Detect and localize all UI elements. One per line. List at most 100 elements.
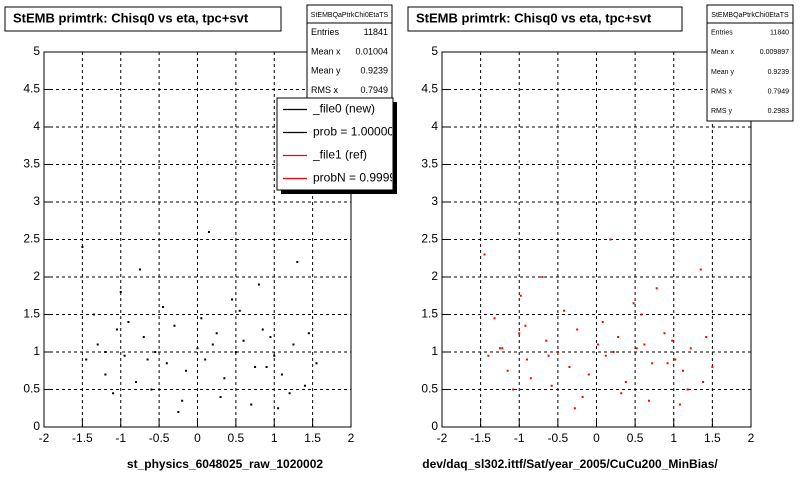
y-tick-label: 0 (33, 419, 40, 433)
point (123, 354, 126, 357)
point (671, 339, 674, 342)
title-box (4, 6, 282, 32)
point (587, 373, 590, 376)
point (104, 373, 107, 376)
point (265, 366, 268, 368)
point (261, 328, 264, 331)
point (506, 369, 509, 372)
point (601, 321, 604, 323)
y-tick-label: 5 (33, 44, 40, 58)
point (269, 336, 272, 338)
y-tick-label: 5 (431, 44, 438, 58)
y-tick-label: 0.5 (23, 382, 40, 396)
stats-label: RMS x (711, 88, 733, 95)
point (223, 377, 226, 380)
point (184, 369, 187, 372)
stats-value: 0.01004 (355, 46, 388, 56)
stats-value: 0.7949 (768, 88, 790, 95)
x-tick-label: 0 (593, 431, 600, 445)
point (112, 392, 115, 395)
plot-frame (441, 51, 752, 428)
point (115, 328, 118, 331)
stats-label: RMS y (711, 108, 733, 115)
point (705, 336, 708, 338)
point (196, 347, 199, 350)
point (273, 354, 276, 357)
point (632, 302, 635, 305)
point (682, 369, 685, 372)
point (254, 366, 257, 368)
y-tick-label: 2.5 (23, 232, 40, 246)
legend-label: _file0 (new) (312, 102, 375, 116)
point (219, 396, 222, 398)
chart-title: StEMB primtrk: Chisq0 vs eta, tpc+svt (416, 10, 652, 25)
point (242, 339, 245, 342)
x-tick-label: 1 (670, 431, 677, 445)
point (547, 354, 550, 357)
stats-title: StEMBQaPtrkChi0EtaTS (311, 12, 389, 19)
point (597, 343, 600, 346)
point (686, 388, 689, 391)
point (545, 339, 548, 342)
point (277, 407, 280, 410)
point (674, 358, 677, 361)
point (576, 328, 579, 331)
point (655, 287, 658, 290)
stats-label: Mean x (711, 49, 734, 56)
point (138, 268, 141, 271)
stats-label: RMS x (311, 85, 339, 95)
point (215, 332, 218, 335)
point (238, 309, 241, 312)
point (519, 294, 522, 297)
point (85, 358, 88, 361)
legend-label: _file1 (ref) (312, 148, 367, 162)
point (280, 373, 283, 376)
point (234, 351, 237, 353)
x-axis-label: dev/daq_sl302.ittf/Sat/year_2005/CuCu200… (422, 457, 718, 471)
y-tick-label: 0 (431, 419, 438, 433)
legend-label: probN = 0.99998 (313, 171, 403, 185)
point (689, 347, 692, 350)
y-tick-label: 1 (431, 344, 438, 358)
point (181, 399, 184, 402)
point (524, 324, 527, 327)
y-tick-label: 4 (33, 119, 40, 133)
x-tick-label: 1.5 (704, 431, 721, 445)
x-tick-label: 0.5 (627, 431, 644, 445)
point (648, 399, 651, 402)
point (211, 343, 214, 346)
stats-value: 11840 (770, 30, 789, 37)
point (550, 384, 553, 387)
point (119, 291, 122, 293)
y-tick-label: 3 (33, 194, 40, 208)
point (702, 381, 705, 383)
x-tick-label: 0 (194, 431, 201, 445)
legend: _file0 (new) prob = 1.00000 _file1 (ref) pr… (283, 102, 403, 185)
point (643, 343, 646, 346)
point (487, 354, 490, 357)
point (96, 343, 99, 346)
point (493, 317, 496, 320)
point (573, 407, 576, 410)
x-tick-label: 1.5 (304, 431, 321, 445)
y-tick-label: 1.5 (421, 307, 438, 321)
x-tick-label: 0.5 (228, 431, 245, 445)
point (200, 317, 203, 320)
point (563, 309, 566, 312)
stats-value: 11841 (364, 27, 388, 37)
point (135, 381, 138, 383)
x-tick-label: -1 (514, 431, 525, 445)
stats-value: 0.2983 (768, 108, 790, 115)
x-tick-label: -2 (39, 431, 50, 445)
y-tick-label: 1 (33, 344, 40, 358)
y-tick-label: 3.5 (23, 157, 40, 171)
point (525, 358, 528, 361)
x-axis-label: st_physics_6048025_raw_1020002 (127, 457, 323, 471)
stats-box (306, 4, 393, 101)
point (154, 351, 157, 353)
point (666, 362, 669, 365)
point (498, 347, 501, 350)
point (173, 324, 176, 327)
point (678, 403, 681, 406)
